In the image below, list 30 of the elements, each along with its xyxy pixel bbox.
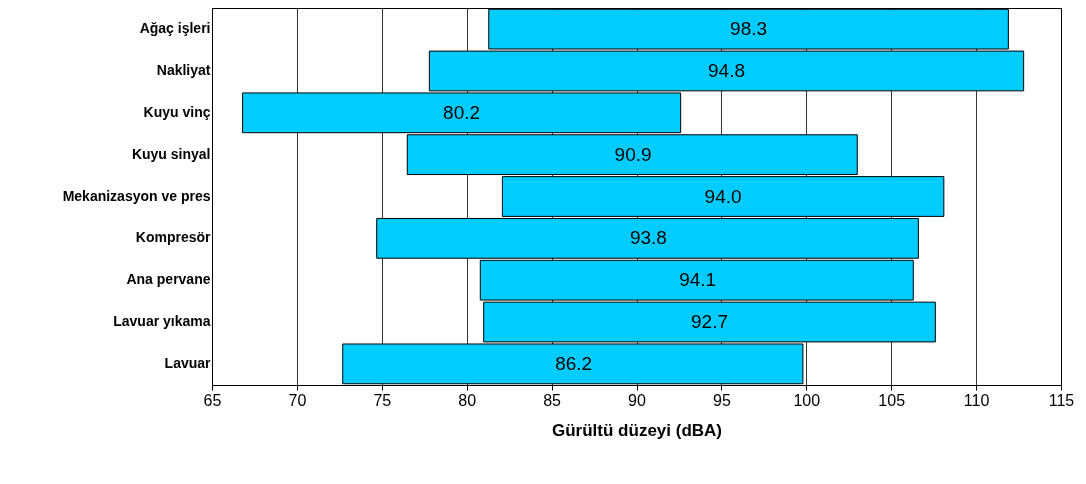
y-tick-label: Kompresör [135,229,212,246]
y-tick-label: Kuyu sinyal [131,145,211,162]
annotation: 80.2 [443,101,481,123]
y-tick-label: Ana pervane [126,271,211,288]
x-tick-label: 85 [543,391,562,409]
x-tick-label: 70 [288,391,307,409]
y-tick-label: Lavuar [164,354,212,371]
x-axis-title: Gürültü düzeyi (dBA) [552,420,722,440]
x-tick-label: 65 [203,391,222,409]
y-tick-label: Mekanizasyon ve pres [62,187,211,204]
annotation: 98.3 [730,18,768,40]
annotation: 93.8 [629,227,667,249]
x-tick-label: 95 [713,391,731,409]
annotation: 92.7 [691,311,729,333]
annotation: 90.9 [614,143,652,165]
y-tick-label: Nakliyat [156,61,211,78]
x-tick-label: 75 [373,391,392,409]
annotation: 86.2 [555,352,593,374]
y-tick-label: Lavuar yıkama [113,313,211,330]
annotation: 94.8 [708,59,745,81]
annotation: 94.1 [679,269,717,291]
x-tick-label: 110 [963,391,990,409]
x-tick-label: 90 [628,391,646,409]
x-tick-label: 80 [458,391,477,409]
y-tick-label: Ağaç işleri [139,20,211,37]
x-tick-label: 100 [793,391,821,409]
y-tick-label: Kuyu vinç [143,103,211,120]
x-tick-label: 115 [1048,391,1075,409]
x-tick-label: 105 [878,391,906,409]
annotation: 94.0 [704,185,742,207]
